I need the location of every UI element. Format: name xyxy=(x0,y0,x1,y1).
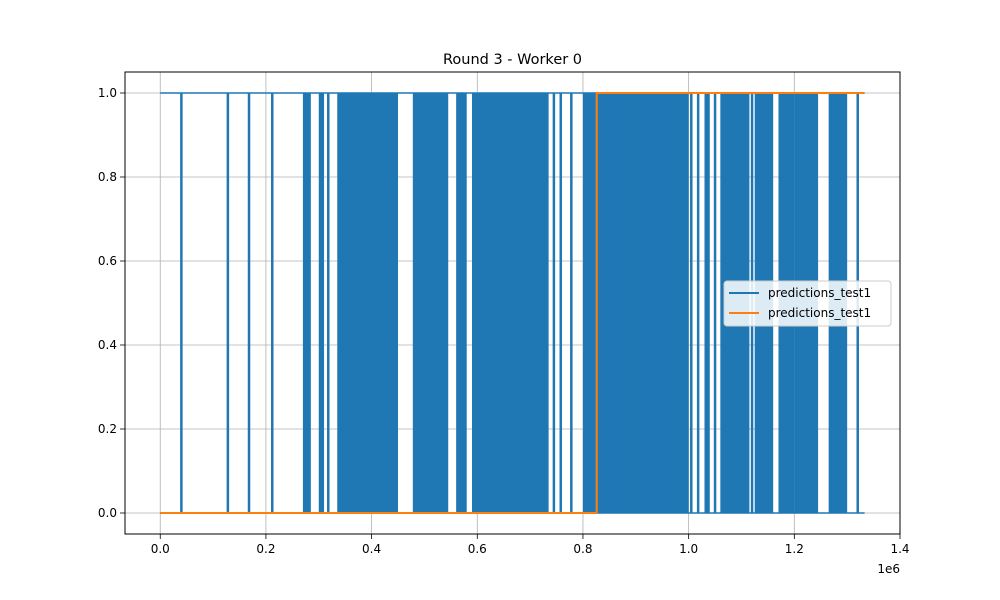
x-tick-label: 0.6 xyxy=(468,542,487,556)
y-tick-label: 1.0 xyxy=(98,86,117,100)
y-tick-label: 0.6 xyxy=(98,254,117,268)
series-1-dense-region xyxy=(456,93,467,513)
x-tick-label: 1.0 xyxy=(679,542,698,556)
y-axis: 0.0 0.2 0.4 0.6 0.8 1.0 xyxy=(98,86,125,520)
series-1-dense-region xyxy=(704,93,710,513)
x-tick-label: 1.2 xyxy=(785,542,804,556)
x-offset-label: 1e6 xyxy=(877,562,900,576)
chart-title: Round 3 - Worker 0 xyxy=(443,52,582,68)
series-1-dense-region xyxy=(302,93,311,513)
x-tick-label: 0.2 xyxy=(256,542,275,556)
legend-label: predictions_test1 xyxy=(768,306,871,320)
x-tick-label: 0.4 xyxy=(362,542,381,556)
legend: predictions_test1 predictions_test1 xyxy=(723,280,892,327)
series-1-dense-region xyxy=(337,93,399,513)
legend-label: predictions_test1 xyxy=(768,286,871,300)
x-tick-label: 0.8 xyxy=(573,542,592,556)
series-2-line xyxy=(160,92,865,514)
y-tick-label: 0.4 xyxy=(98,338,117,352)
legend-box xyxy=(723,280,892,327)
x-tick-label: 1.4 xyxy=(890,542,909,556)
y-tick-label: 0.2 xyxy=(98,422,117,436)
series-1-dense-region xyxy=(318,93,325,513)
y-tick-label: 0.8 xyxy=(98,170,117,184)
plot-frame xyxy=(124,71,901,535)
y-tick-label: 0.0 xyxy=(98,506,117,520)
series-1-dense-region xyxy=(412,93,449,513)
series-1-dense-region xyxy=(582,93,689,513)
x-tick-label: 0.0 xyxy=(151,542,170,556)
x-axis: 0.0 0.2 0.4 0.6 0.8 1.0 1.2 1.4 xyxy=(151,534,910,556)
series-1-dense-region xyxy=(471,93,549,513)
